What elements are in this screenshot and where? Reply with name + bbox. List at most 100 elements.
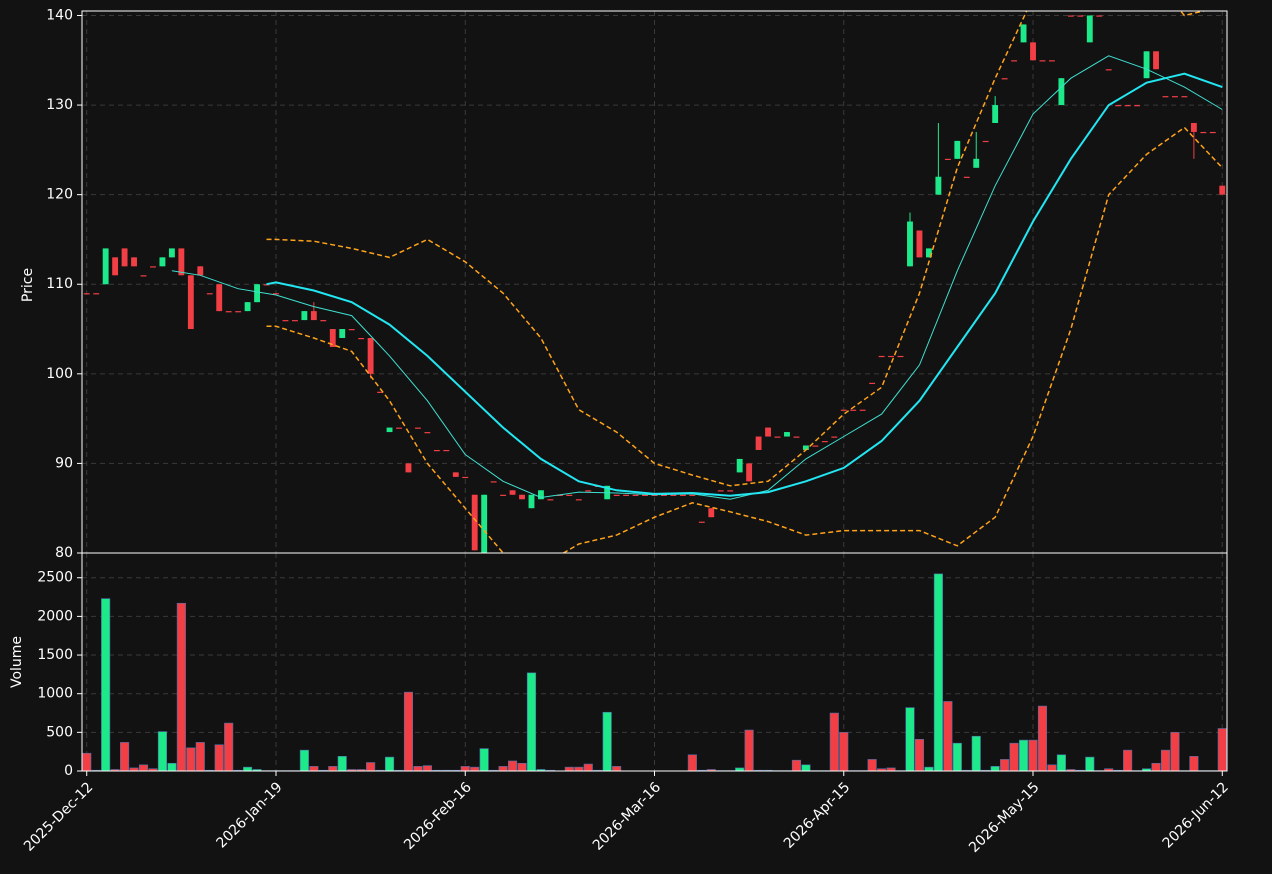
candle-body (840, 409, 847, 411)
volume-bar (952, 742, 962, 772)
candle-body (1058, 78, 1065, 106)
candle-body (1105, 69, 1112, 71)
volume-bar (687, 754, 697, 772)
volume-bar (1160, 749, 1171, 772)
candle-body (727, 490, 734, 492)
candle-body (1190, 122, 1197, 132)
candle-body (471, 494, 478, 551)
volume-bar (309, 766, 319, 772)
volume-bar (460, 766, 470, 772)
candle-body (263, 284, 270, 286)
candle-body (159, 257, 166, 267)
volume-bar (602, 711, 612, 772)
overlay-line (266, 11, 1207, 487)
candle-body (954, 140, 961, 159)
candle-body (509, 490, 516, 495)
price-plot (83, 11, 1226, 553)
volume-bar (943, 701, 953, 772)
candle-body (462, 476, 469, 479)
candle-body (651, 494, 658, 496)
candle-body (244, 302, 251, 312)
volume-tick-label: 0 (64, 763, 73, 779)
volume-bar (1085, 756, 1095, 772)
candle-body (367, 337, 374, 374)
y-tick-label: 90 (55, 455, 73, 471)
candle-body (963, 176, 970, 178)
candle-body (935, 176, 942, 195)
volume-tick-label: 2000 (37, 608, 73, 624)
candle-body (575, 499, 582, 501)
candle-body (168, 248, 175, 258)
candle-body (414, 427, 421, 429)
volume-bar (470, 766, 480, 772)
volume-bar (924, 766, 934, 772)
candle-body (821, 441, 828, 443)
candle-body (102, 248, 109, 285)
candle-body (358, 337, 365, 340)
candle-body (405, 463, 412, 473)
volume-bar (82, 752, 92, 772)
candle-body (1181, 96, 1188, 98)
volume-bar (564, 766, 574, 772)
y-tick-label: 80 (55, 545, 73, 561)
candle-body (907, 221, 913, 267)
candle-body (216, 284, 223, 312)
volume-bar (990, 766, 1000, 772)
volume-bar (905, 707, 915, 772)
volume-bar (479, 748, 489, 772)
candle-body (131, 257, 137, 267)
candle-body (187, 275, 194, 330)
volume-bar (1151, 762, 1161, 772)
volume-bar (1217, 728, 1227, 772)
volume-bar (1189, 756, 1199, 772)
y-tick-label: 130 (46, 97, 73, 113)
candle-body (1134, 105, 1141, 107)
candle-body (1200, 131, 1207, 134)
volume-bar (507, 760, 518, 772)
candle-body (396, 427, 402, 429)
candle-body (443, 449, 450, 452)
volume-bar (1056, 754, 1066, 772)
candle-body (1011, 60, 1018, 62)
volume-bar (366, 762, 376, 772)
candle-body (736, 458, 743, 473)
candle-body (1219, 185, 1226, 195)
candle-body (291, 320, 298, 322)
volume-tick-label: 1000 (37, 686, 73, 702)
volume-tick-label: 500 (46, 724, 73, 740)
candle-body (93, 293, 100, 295)
candle-body (1124, 105, 1131, 107)
candle-body (235, 311, 242, 313)
candle-body (206, 293, 213, 295)
overlay-line (266, 126, 1223, 553)
candle-body (452, 472, 459, 477)
candle-body (1172, 96, 1178, 98)
candle-body (282, 320, 289, 322)
candle-body (348, 329, 355, 331)
volume-bar (167, 762, 177, 772)
candle-body (1143, 51, 1150, 79)
volume-bar (422, 765, 432, 772)
volume-bar (744, 729, 754, 772)
candle-body (386, 427, 393, 433)
candle-body (197, 266, 204, 276)
volume-bar (1037, 705, 1048, 772)
candle-body (878, 355, 885, 358)
candle-body (547, 499, 554, 501)
volume-bar (829, 712, 839, 772)
volume-bar (214, 744, 224, 772)
volume-bar (403, 691, 414, 772)
y-axis-label: Price (20, 268, 36, 302)
y-tick-label: 110 (46, 276, 73, 292)
candle-body (765, 427, 771, 437)
candle-body (888, 355, 895, 358)
volume-bar (583, 763, 593, 772)
candle-body (339, 329, 346, 338)
volume-bar (337, 756, 347, 772)
candle-body (83, 293, 90, 295)
candle-body (500, 494, 507, 496)
volume-bar (186, 747, 196, 772)
candle-body (424, 432, 431, 434)
volume-bar (914, 739, 925, 772)
